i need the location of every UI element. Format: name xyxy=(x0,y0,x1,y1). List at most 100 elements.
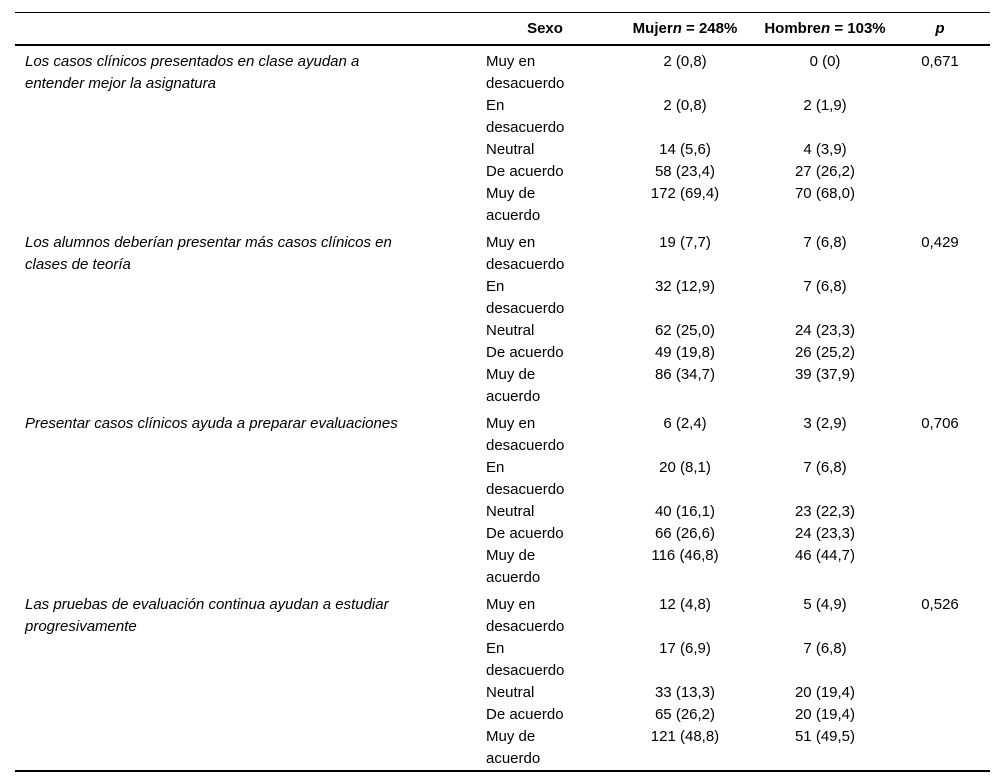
scale-label-cell: Muy de acuerdo xyxy=(486,366,541,405)
hombre-value-cell: 70 (68,0) xyxy=(794,185,856,202)
likert-row: Neutral 40 (16,1) 23 (22,3) xyxy=(15,501,990,523)
statement-cell: Presentar casos clínicos ayuda a prepara… xyxy=(25,415,398,432)
scale-label-cell: Neutral xyxy=(486,141,535,158)
mujer-value-cell: 20 (8,1) xyxy=(659,459,711,476)
scale-label-cell: Muy de acuerdo xyxy=(486,547,541,586)
hombre-value-cell: 20 (19,4) xyxy=(794,684,856,701)
table-header: Sexo Mujern = 248% Hombren = 103% p xyxy=(15,12,990,46)
hombre-value-cell: 24 (23,3) xyxy=(794,525,856,542)
col-header-p: p xyxy=(890,12,990,46)
mujer-value-cell: 58 (23,4) xyxy=(654,163,716,180)
hombre-value-cell: 7 (6,8) xyxy=(803,278,847,295)
statement-cell: Los casos clínicos presentados en clase … xyxy=(25,53,360,92)
likert-row: Muy de acuerdo 86 (34,7) 39 (37,9) xyxy=(15,364,990,408)
scale-label-cell: Muy en desacuerdo xyxy=(486,234,565,273)
hombre-value-cell: 3 (2,9) xyxy=(803,415,847,432)
scale-label-cell: De acuerdo xyxy=(486,525,564,542)
likert-row: Muy de acuerdo 116 (46,8) 46 (44,7) xyxy=(15,545,990,589)
hombre-value-cell: 0 (0) xyxy=(809,53,841,70)
likert-row: De acuerdo 66 (26,6) 24 (23,3) xyxy=(15,523,990,545)
mujer-value-cell: 19 (7,7) xyxy=(659,234,711,251)
scale-label-cell: Neutral xyxy=(486,322,535,339)
likert-row: De acuerdo 49 (19,8) 26 (25,2) xyxy=(15,342,990,364)
scale-label-cell: De acuerdo xyxy=(486,344,564,361)
scale-label-cell: De acuerdo xyxy=(486,706,564,723)
scale-label-cell: Muy en desacuerdo xyxy=(486,415,565,454)
p-value-cell: 0,706 xyxy=(921,415,959,432)
mujer-value-cell: 121 (48,8) xyxy=(650,728,720,745)
mujer-value-cell: 2 (0,8) xyxy=(663,97,707,114)
likert-row: De acuerdo 65 (26,2) 20 (19,4) xyxy=(15,704,990,726)
hombre-value-cell: 26 (25,2) xyxy=(794,344,856,361)
statement-cell: Las pruebas de evaluación continua ayuda… xyxy=(25,596,389,635)
hombre-value-cell: 7 (6,8) xyxy=(803,459,847,476)
header-row: Sexo Mujern = 248% Hombren = 103% p xyxy=(15,12,990,46)
likert-row: En desacuerdo 2 (0,8) 2 (1,9) xyxy=(15,95,990,139)
mujer-value-cell: 62 (25,0) xyxy=(654,322,716,339)
p-value-cell: 0,429 xyxy=(921,234,959,251)
likert-row: Los alumnos deberían presentar más casos… xyxy=(15,227,990,276)
scale-label-cell: En desacuerdo xyxy=(486,640,565,679)
col-header-mujer-label: Mujer xyxy=(632,20,673,37)
likert-row: Muy de acuerdo 121 (48,8) 51 (49,5) xyxy=(15,726,990,771)
likert-row: Los casos clínicos presentados en clase … xyxy=(15,45,990,95)
mujer-value-cell: 172 (69,4) xyxy=(650,185,720,202)
col-header-mujer-count: = 248% xyxy=(681,20,738,37)
likert-row: Neutral 62 (25,0) 24 (23,3) xyxy=(15,320,990,342)
scale-label-cell: En desacuerdo xyxy=(486,459,565,498)
scale-label-cell: Muy en desacuerdo xyxy=(486,53,565,92)
col-header-mujer-n: n xyxy=(672,20,682,37)
likert-row: En desacuerdo 20 (8,1) 7 (6,8) xyxy=(15,457,990,501)
hombre-value-cell: 7 (6,8) xyxy=(803,640,847,657)
scale-label-cell: Muy de acuerdo xyxy=(486,185,541,224)
p-value-cell: 0,526 xyxy=(921,596,959,613)
mujer-value-cell: 33 (13,3) xyxy=(654,684,716,701)
statement-cell: Los alumnos deberían presentar más casos… xyxy=(25,234,392,273)
likert-row: Neutral 33 (13,3) 20 (19,4) xyxy=(15,682,990,704)
col-header-hombre: Hombren = 103% xyxy=(760,12,890,46)
scale-label-cell: Neutral xyxy=(486,684,535,701)
col-header-hombre-n: n xyxy=(821,20,831,37)
mujer-value-cell: 12 (4,8) xyxy=(659,596,711,613)
hombre-value-cell: 24 (23,3) xyxy=(794,322,856,339)
col-header-statement-blank xyxy=(15,12,480,46)
likert-row: De acuerdo 58 (23,4) 27 (26,2) xyxy=(15,161,990,183)
hombre-value-cell: 7 (6,8) xyxy=(803,234,847,251)
likert-row: Presentar casos clínicos ayuda a prepara… xyxy=(15,408,990,457)
col-header-hombre-label: Hombre xyxy=(764,20,822,37)
scale-label-cell: En desacuerdo xyxy=(486,97,565,136)
col-header-hombre-count: = 103% xyxy=(830,20,886,37)
mujer-value-cell: 6 (2,4) xyxy=(663,415,707,432)
mujer-value-cell: 66 (26,6) xyxy=(654,525,716,542)
hombre-value-cell: 20 (19,4) xyxy=(794,706,856,723)
mujer-value-cell: 2 (0,8) xyxy=(663,53,707,70)
mujer-value-cell: 32 (12,9) xyxy=(654,278,716,295)
mujer-value-cell: 49 (19,8) xyxy=(654,344,716,361)
hombre-value-cell: 5 (4,9) xyxy=(803,596,847,613)
survey-results-table: Sexo Mujern = 248% Hombren = 103% p Los … xyxy=(15,12,990,772)
mujer-value-cell: 40 (16,1) xyxy=(654,503,716,520)
hombre-value-cell: 46 (44,7) xyxy=(794,547,856,564)
likert-row: En desacuerdo 17 (6,9) 7 (6,8) xyxy=(15,638,990,682)
mujer-value-cell: 86 (34,7) xyxy=(654,366,716,383)
hombre-value-cell: 39 (37,9) xyxy=(794,366,856,383)
hombre-value-cell: 23 (22,3) xyxy=(794,503,856,520)
likert-row: Las pruebas de evaluación continua ayuda… xyxy=(15,589,990,638)
scale-label-cell: De acuerdo xyxy=(486,163,564,180)
scale-label-cell: En desacuerdo xyxy=(486,278,565,317)
col-header-mujer: Mujern = 248% xyxy=(610,12,760,46)
table-body: Los casos clínicos presentados en clase … xyxy=(15,45,990,771)
likert-row: En desacuerdo 32 (12,9) 7 (6,8) xyxy=(15,276,990,320)
scale-label-cell: Muy de acuerdo xyxy=(486,728,541,767)
col-header-sexo: Sexo xyxy=(480,12,610,46)
likert-row: Neutral 14 (5,6) 4 (3,9) xyxy=(15,139,990,161)
mujer-value-cell: 65 (26,2) xyxy=(654,706,716,723)
hombre-value-cell: 27 (26,2) xyxy=(794,163,856,180)
hombre-value-cell: 51 (49,5) xyxy=(794,728,856,745)
mujer-value-cell: 116 (46,8) xyxy=(651,547,719,564)
hombre-value-cell: 4 (3,9) xyxy=(803,141,847,158)
hombre-value-cell: 2 (1,9) xyxy=(803,97,847,114)
scale-label-cell: Muy en desacuerdo xyxy=(486,596,565,635)
p-value-cell: 0,671 xyxy=(921,53,959,70)
